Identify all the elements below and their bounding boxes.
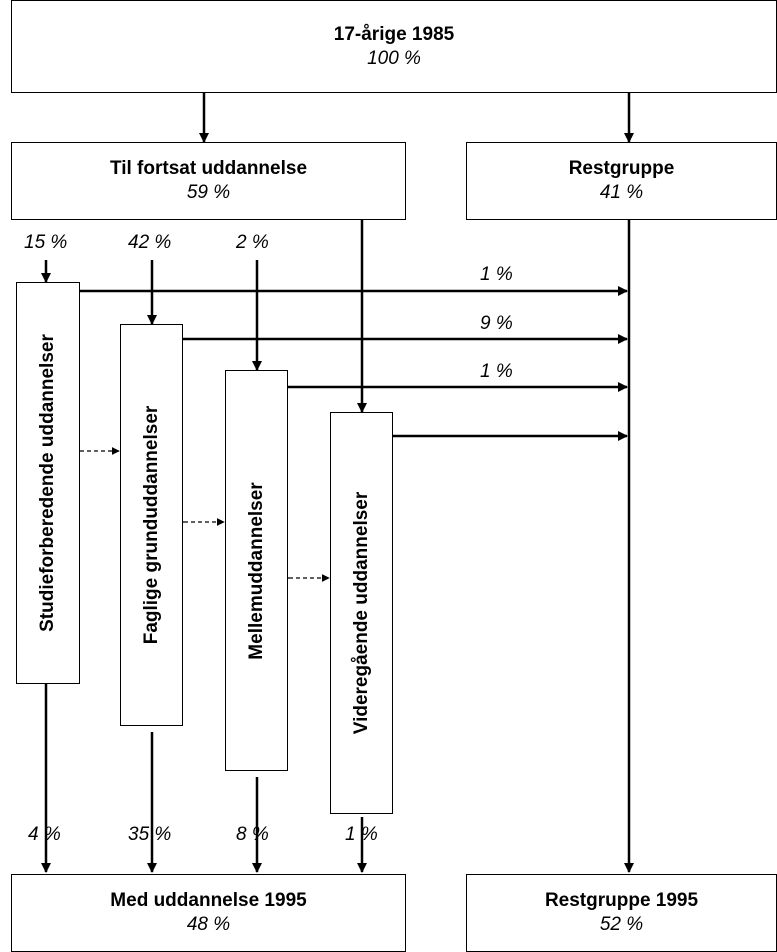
box-title: 17-årige 1985 — [333, 23, 455, 45]
box-title: Restgruppe — [568, 158, 675, 179]
box-restgruppe: Restgruppe 41 % — [466, 142, 777, 220]
box-percent: 100 % — [367, 47, 421, 69]
restflow-label-melle: 1 % — [480, 361, 513, 382]
box-med-uddannelse-1995: Med uddannelse 1995 48 % — [11, 874, 406, 952]
box-faglige-grunduddannelser: Faglige grunduddannelser — [120, 324, 183, 726]
inflow-label-melle: 2 % — [236, 232, 269, 253]
box-til-fortsat-uddannelse: Til fortsat uddannelse 59 % — [11, 142, 406, 220]
education-label: Faglige grunduddannelser — [140, 405, 162, 645]
inflow-label-studie: 15 % — [24, 232, 68, 253]
box-percent: 48 % — [186, 914, 231, 935]
outflow-label-studie: 4 % — [28, 824, 61, 845]
education-label: Videregående uddannelser — [350, 491, 372, 735]
box-restgruppe-1995: Restgruppe 1995 52 % — [466, 874, 777, 952]
box-17-aarige-1985: 17-årige 1985 100 % — [11, 0, 777, 93]
education-label: Mellemuddannelser — [245, 481, 267, 660]
box-studieforberedende: Studieforberedende uddannelser — [16, 282, 80, 684]
box-percent: 52 % — [599, 914, 644, 935]
outflow-label-videre: 1 % — [345, 824, 378, 845]
outflow-label-faglige: 35 % — [128, 824, 172, 845]
restflow-label-studie: 1 % — [480, 264, 513, 285]
box-videregaaende: Videregående uddannelser — [330, 412, 393, 814]
education-label: Studieforberedende uddannelser — [37, 334, 58, 632]
box-title: Med uddannelse 1995 — [110, 890, 307, 911]
inflow-label-faglige: 42 % — [128, 232, 172, 253]
box-percent: 41 % — [599, 182, 644, 203]
box-title: Til fortsat uddannelse — [109, 158, 308, 179]
outflow-label-melle: 8 % — [236, 824, 269, 845]
restflow-label-faglige: 9 % — [480, 313, 513, 334]
box-title: Restgruppe 1995 — [544, 890, 699, 911]
box-mellemuddannelser: Mellemuddannelser — [225, 370, 288, 771]
box-percent: 59 % — [186, 182, 231, 203]
